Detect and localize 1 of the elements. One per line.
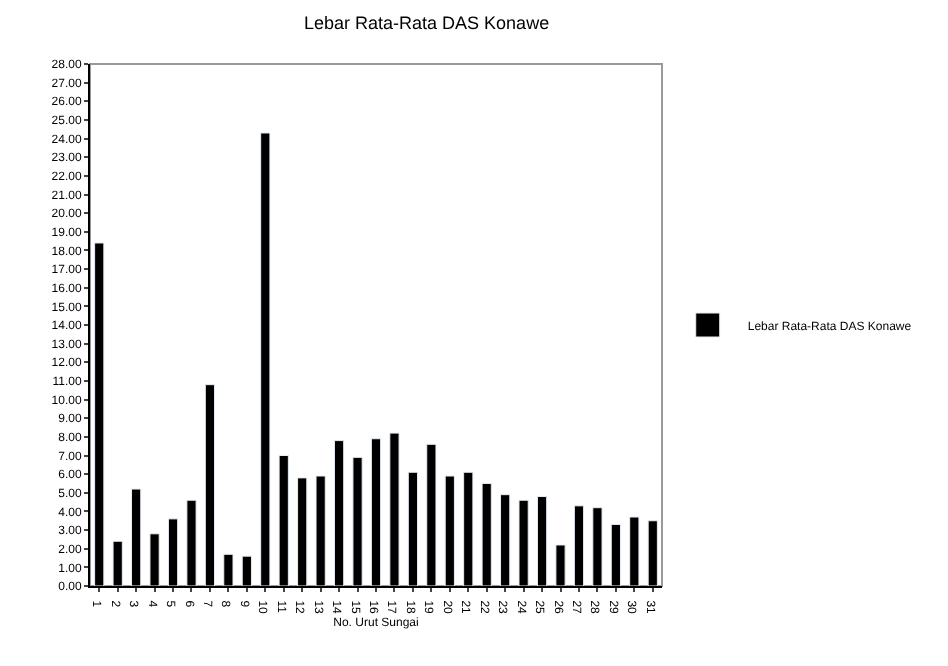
chart-title: Lebar Rata-Rata DAS Konawe <box>304 13 550 34</box>
